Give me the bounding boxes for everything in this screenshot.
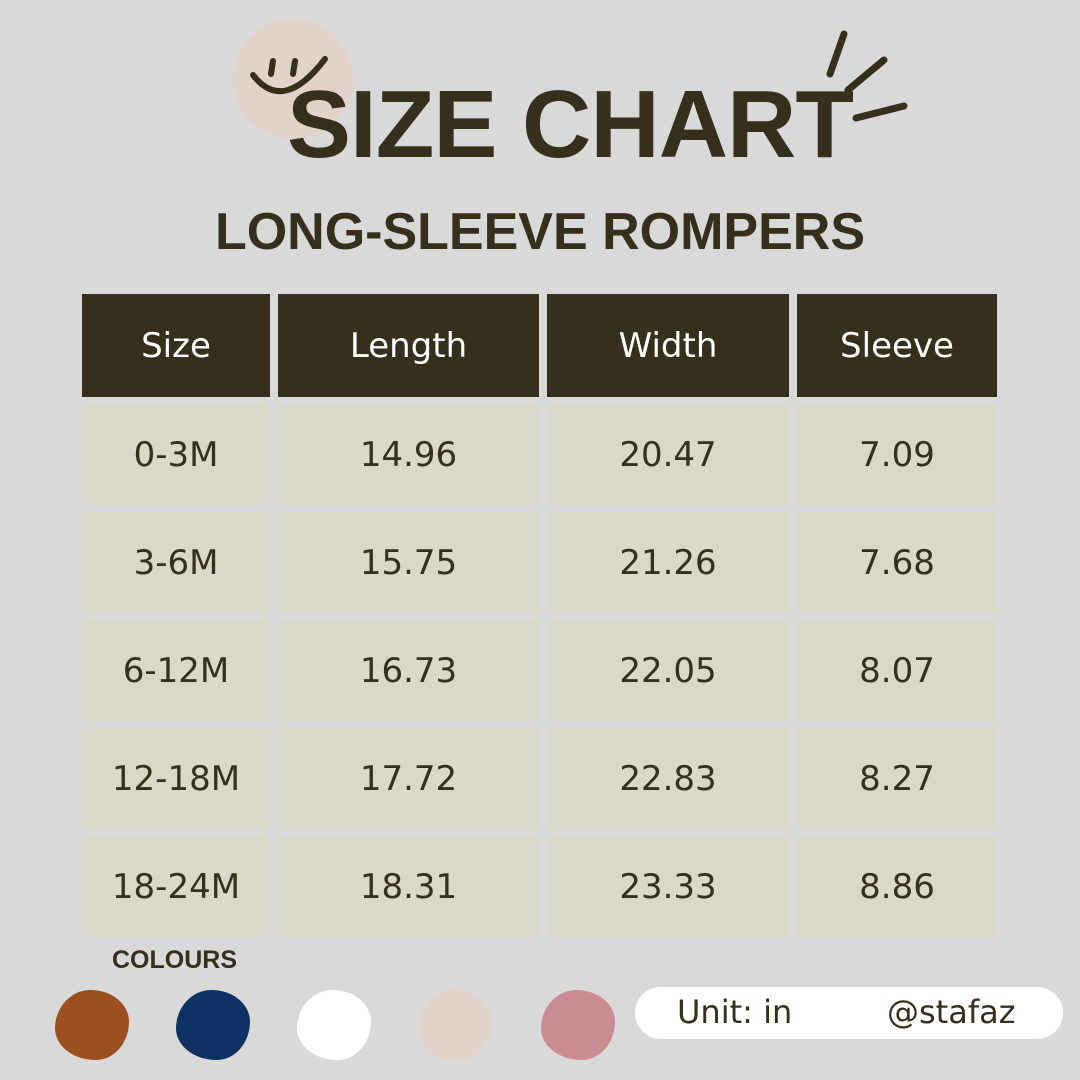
cell-width: 23.33 [547, 836, 789, 937]
cell-width: 21.26 [547, 512, 789, 613]
cell-length: 17.72 [278, 728, 539, 829]
handle-label: @stafaz [887, 993, 1016, 1031]
cell-size: 3-6M [82, 512, 270, 613]
sparkle-lines-icon [826, 30, 908, 122]
cell-sleeve: 8.07 [797, 620, 997, 721]
size-table: Size Length Width Sleeve 0-3M 14.96 20.4… [82, 294, 997, 937]
cell-size: 18-24M [82, 836, 270, 937]
page-title: SIZE CHART [287, 71, 854, 178]
smiley-face-icon [233, 19, 353, 139]
cell-sleeve: 8.27 [797, 728, 997, 829]
colour-swatch-navy [176, 990, 250, 1060]
cell-width: 22.05 [547, 620, 789, 721]
cell-sleeve: 8.86 [797, 836, 997, 937]
cell-length: 15.75 [278, 512, 539, 613]
header-sleeve: Sleeve [797, 294, 997, 397]
page-subtitle: LONG-SLEEVE ROMPERS [214, 203, 866, 261]
header-size: Size [82, 294, 270, 397]
cell-size: 6-12M [82, 620, 270, 721]
cell-length: 18.31 [278, 836, 539, 937]
colour-swatch-rust [55, 990, 129, 1060]
colour-swatch-beige [418, 990, 492, 1060]
cell-size: 12-18M [82, 728, 270, 829]
header-width: Width [547, 294, 789, 397]
cell-length: 14.96 [278, 404, 539, 505]
colour-swatch-white [297, 990, 371, 1060]
cell-size: 0-3M [82, 404, 270, 505]
header-length: Length [278, 294, 539, 397]
colours-label: COLOURS [112, 946, 237, 974]
cell-width: 22.83 [547, 728, 789, 829]
cell-length: 16.73 [278, 620, 539, 721]
cell-sleeve: 7.09 [797, 404, 997, 505]
unit-label: Unit: in [677, 993, 793, 1031]
colour-swatch-pink [541, 990, 615, 1060]
cell-width: 20.47 [547, 404, 789, 505]
footer-info: Unit: in @stafaz [635, 987, 1063, 1039]
cell-sleeve: 7.68 [797, 512, 997, 613]
